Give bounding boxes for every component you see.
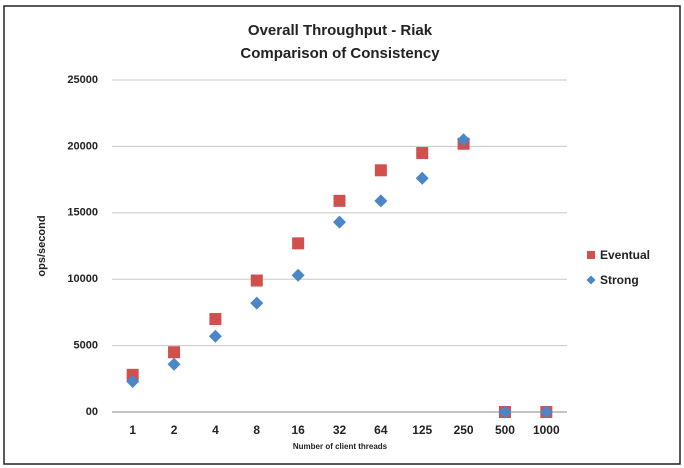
square-marker (292, 237, 305, 250)
diamond-marker (415, 171, 429, 185)
x-tick-label: 4 (212, 423, 219, 437)
y-tick-label: 10000 (67, 273, 98, 285)
x-tick-label: 2 (171, 423, 178, 437)
chart-border (3, 5, 681, 465)
y-tick-label: 20000 (67, 140, 98, 152)
legend-marker (586, 275, 596, 285)
y-tick-label: 15000 (67, 207, 98, 219)
x-tick-label: 8 (253, 423, 260, 437)
diamond-marker (291, 268, 305, 282)
diamond-marker (167, 357, 181, 371)
x-tick-label: 1000 (533, 423, 560, 437)
x-tick-label: 125 (412, 423, 432, 437)
y-tick-label: 00 (86, 406, 98, 418)
diamond-marker (126, 374, 140, 388)
chart-title: Overall Throughput - Riak (248, 22, 433, 39)
legend-marker (587, 251, 595, 259)
chart-subtitle: Comparison of Consistency (240, 45, 440, 62)
diamond-marker (250, 296, 264, 310)
x-tick-label: 64 (374, 423, 388, 437)
square-marker (168, 346, 181, 359)
diamond-marker (498, 405, 512, 419)
square-marker (333, 194, 346, 207)
x-tick-label: 32 (333, 423, 347, 437)
legend-label: Strong (600, 273, 639, 287)
square-marker (126, 368, 139, 381)
diamond-marker (374, 194, 388, 208)
x-tick-label: 1 (129, 423, 136, 437)
x-tick-label: 250 (454, 423, 474, 437)
square-marker (374, 164, 387, 177)
diamond-marker (333, 215, 346, 229)
diamond-marker (457, 133, 471, 147)
x-tick-label: 16 (291, 423, 305, 437)
y-tick-label: 25000 (67, 74, 98, 86)
square-marker (209, 313, 222, 326)
legend-label: Eventual (600, 248, 650, 262)
x-tick-label: 500 (495, 423, 515, 437)
x-axis-label: Number of client threads (293, 442, 388, 451)
y-tick-label: 5000 (74, 340, 98, 352)
y-axis-label: ops/second (36, 215, 48, 276)
diamond-marker (208, 329, 222, 343)
diamond-marker (539, 405, 553, 419)
square-marker (250, 274, 263, 287)
square-marker (416, 147, 429, 160)
